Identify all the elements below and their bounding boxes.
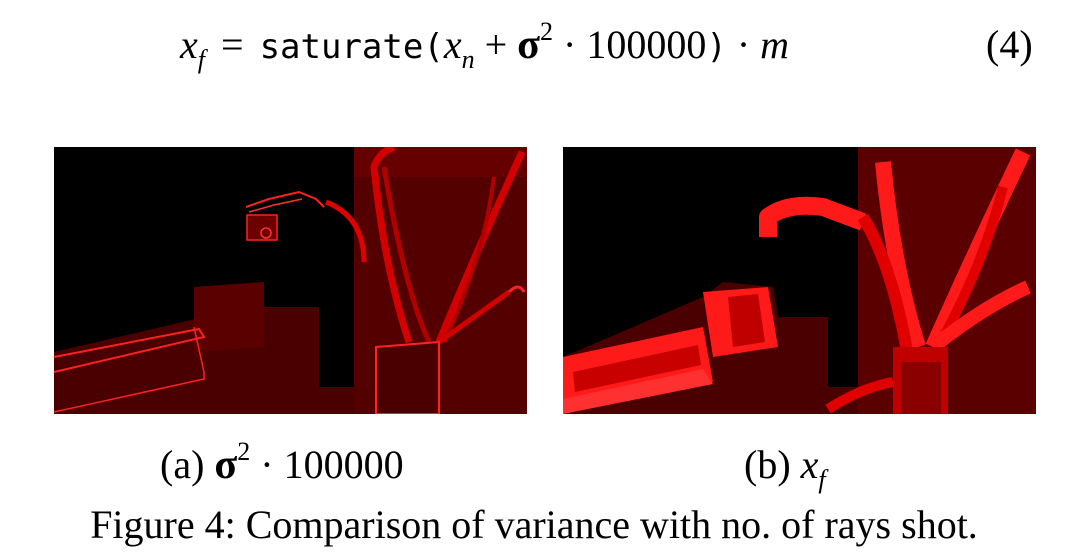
eq-dot-2: · [736,22,751,67]
stem-lower-right [928,280,1031,353]
equation-body: xf = saturate(xn + σ2 · 100000) · m [180,14,789,78]
stem-lower-right [437,289,511,345]
stem-right [925,148,1031,351]
eq-open: ( [423,27,444,67]
faucet [759,196,867,237]
saturated-image [563,147,1036,414]
subcaption-a: (a) σ2 · 100000 [160,437,404,490]
eq-arg-sub: n [461,45,475,74]
counter-outline [54,327,206,373]
eq-sigma-exp: 2 [540,17,553,46]
lower-stem [825,377,894,414]
eq-dot-1: · [563,22,577,67]
subcaption-b-sub: f [818,465,826,494]
eq-func: saturate [259,27,424,67]
eq-arg-var: x [443,22,462,67]
variance-image-render [54,147,527,414]
subcaption-b-var: x [800,442,819,487]
stem-center-left [875,161,926,350]
pot-outline [375,340,440,414]
subcaption-b-label: (b) [744,442,791,487]
eq-close: ) [706,27,727,67]
eq-lhs-sub: f [197,45,205,74]
eq-equals: = [221,22,244,67]
eq-mask-var: m [760,22,790,67]
subcaption-a-constant: 100000 [283,442,404,487]
subcaption-b: (b) xf [744,440,826,493]
stem-center [381,166,432,344]
equation-4: xf = saturate(xn + σ2 · 100000) · m (4) [0,14,1068,84]
equation-number: (4) [986,22,1033,67]
variance-image [54,147,527,414]
dark-box [194,282,264,352]
stem-left [325,199,367,263]
subcaption-a-exp: 2 [237,437,251,466]
eq-constant: 100000 [586,22,707,67]
subcaption-a-sigma: σ [214,442,238,488]
saturated-image-render [563,147,1036,414]
figure-caption: Figure 4: Comparison of variance with no… [90,502,978,547]
faucet-outline [245,190,325,208]
subcaption-a-dot: · [260,442,274,487]
stem-left [857,213,914,358]
eq-plus: + [484,22,508,67]
subcaption-a-label: (a) [160,442,205,487]
eq-sigma: σ [517,22,540,68]
stem-right-2 [442,176,496,343]
eq-lhs-var: x [180,22,198,67]
stem-center-left [370,147,413,344]
